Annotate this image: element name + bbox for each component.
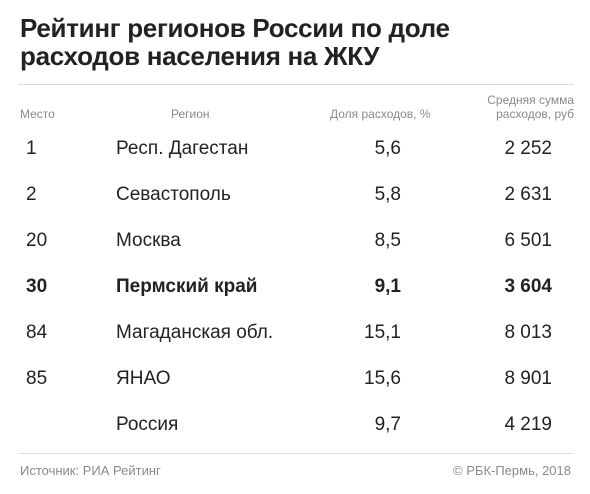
cell-rank: 84 [26,322,48,343]
cell-rank: 85 [26,368,48,389]
table-row: 85 ЯНАО 15,6 8 901 [0,364,590,394]
cell-region: Респ. Дагестан [116,138,249,159]
table-row-highlighted: 30 Пермский край 9,1 3 604 [0,272,590,302]
cell-share: 9,7 [374,414,401,435]
table-row: 84 Магаданская обл. 15,1 8 013 [0,318,590,348]
cell-avg: 6 501 [504,230,552,251]
column-header-share: Доля расходов, % [330,107,431,121]
cell-avg: 8 013 [504,322,552,343]
cell-share: 9,1 [374,276,401,297]
cell-avg: 4 219 [504,414,552,435]
table-row: 1 Респ. Дагестан 5,6 2 252 [0,134,590,164]
header-divider [18,84,574,85]
cell-share: 8,5 [374,230,401,251]
cell-rank: 2 [26,184,37,205]
cell-rank: 30 [26,276,48,297]
cell-region: Пермский край [116,276,258,297]
cell-rank: 20 [26,230,48,251]
cell-region: Москва [116,230,181,251]
cell-share: 5,8 [374,184,401,205]
cell-avg: 8 901 [504,368,552,389]
cell-rank: 1 [26,138,37,159]
column-header-avg: Средняя сумма расходов, руб [487,93,574,121]
footer-divider [18,453,574,454]
cell-region: Россия [116,414,179,435]
source-note: Источник: РИА Рейтинг [20,463,161,478]
cell-region: ЯНАО [116,368,171,389]
cell-region: Севастополь [116,184,231,205]
cell-share: 15,6 [364,368,401,389]
cell-share: 15,1 [364,322,401,343]
cell-region: Магаданская обл. [116,322,274,343]
cell-avg: 3 604 [504,276,552,297]
column-header-rank: Место [20,107,55,121]
cell-avg: 2 631 [504,184,552,205]
page-title: Рейтинг регионов России по доле расходов… [20,13,450,71]
table-row-total: Россия 9,7 4 219 [0,410,590,440]
cell-share: 5,6 [374,138,401,159]
table-row: 20 Москва 8,5 6 501 [0,226,590,256]
cell-avg: 2 252 [504,138,552,159]
table-row: 2 Севастополь 5,8 2 631 [0,180,590,210]
copyright-note: © РБК-Пермь, 2018 [453,463,571,478]
column-header-region: Регион [171,107,210,121]
